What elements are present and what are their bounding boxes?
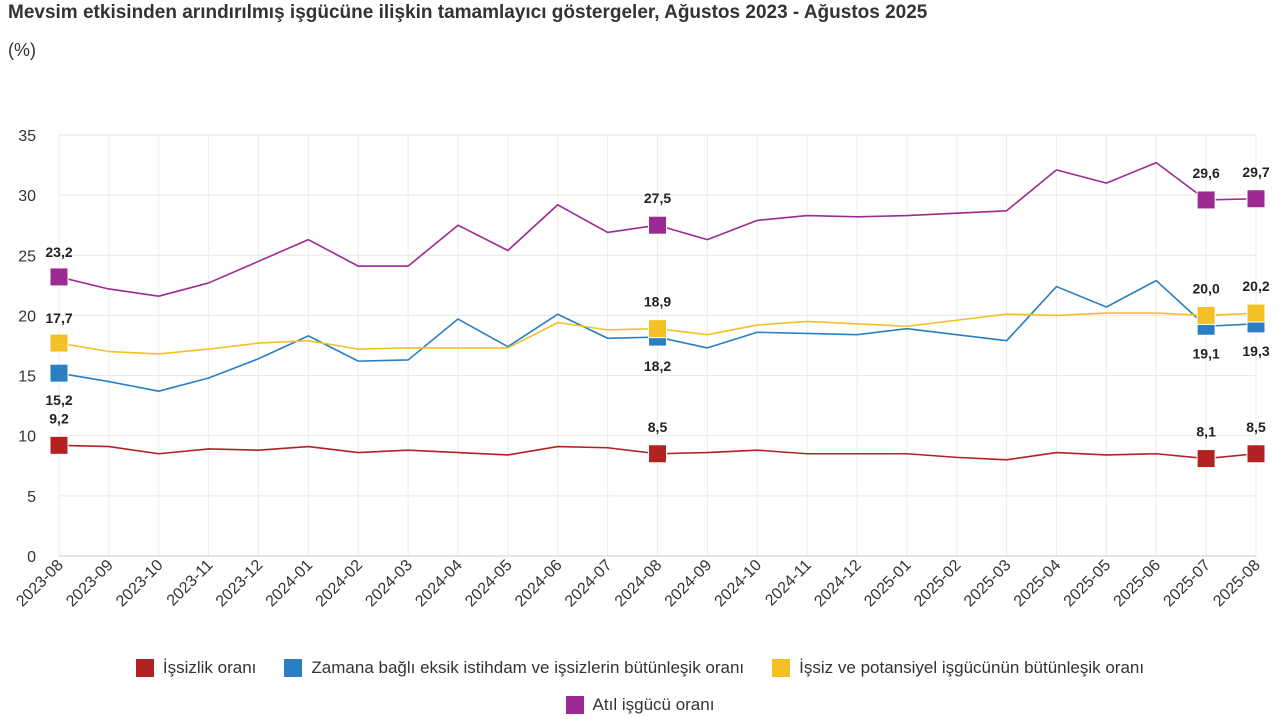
series-marker-2 [1246,303,1266,323]
data-label-0: 9,2 [49,410,69,426]
legend-item-issizlik[interactable]: İşsizlik oranı [135,658,257,678]
x-tick-label: 2023-11 [164,557,217,610]
x-tick-label: 2024-01 [263,557,317,611]
series-marker-2 [49,333,69,353]
data-label-3: 29,6 [1193,165,1220,181]
legend-label: Atıl işgücü oranı [592,695,715,714]
series-marker-3 [49,267,69,287]
y-tick-label: 0 [27,549,36,566]
x-tick-label: 2025-02 [911,557,965,611]
x-tick-label: 2025-08 [1210,557,1264,611]
x-tick-label: 2024-10 [712,557,766,611]
x-tick-label: 2024-04 [412,557,466,611]
x-tick-label: 2025-05 [1061,557,1115,611]
x-tick-label: 2025-06 [1111,557,1165,611]
series-marker-0 [648,444,667,464]
data-label-2: 20,2 [1242,278,1269,294]
x-tick-label: 2023-09 [63,557,117,611]
series-markers [49,189,1266,469]
x-tick-label: 2025-03 [961,557,1015,611]
chart-title: Mevsim etkisinden arındırılmış işgücüne … [8,2,928,23]
x-tick-label: 2024-08 [612,557,666,611]
x-tick-label: 2025-04 [1011,557,1065,611]
grid-lines [58,134,1257,557]
legend-item-zamana-bagli[interactable]: Zamana bağlı eksik istihdam ve işsizleri… [284,658,744,678]
legend-swatch [772,659,791,677]
data-label-3: 29,7 [1242,164,1269,180]
x-tick-label: 2023-08 [13,557,67,611]
y-tick-label: 35 [18,128,36,145]
y-tick-label: 5 [27,489,36,506]
x-tick-label: 2024-03 [362,557,416,611]
x-tick-label: 2023-10 [113,557,167,611]
data-label-1: 19,3 [1242,343,1269,359]
x-tick-label: 2025-07 [1160,557,1214,611]
data-label-0: 8,5 [1246,419,1266,435]
series-marker-0 [1246,444,1266,464]
series-marker-3 [1246,189,1266,209]
legend-label: İşsizlik oranı [162,658,257,677]
y-tick-label: 30 [18,188,36,205]
legend-label: Zamana bağlı eksik istihdam ve işsizleri… [311,658,745,677]
data-labels: 9,2 8,5 8,1 8,5 15,2 18,2 19,1 19,3 17,7 18,9 20,0… [45,164,1269,440]
data-label-2: 18,9 [644,294,671,310]
x-tick-label: 2025-01 [861,557,915,611]
legend-swatch [135,659,154,677]
series-marker-3 [1196,190,1216,210]
chart-unit: (%) [8,40,36,60]
x-tick-label: 2023-12 [213,557,267,611]
legend-swatch [284,659,303,677]
data-label-0: 8,5 [648,419,668,435]
series-marker-2 [648,319,667,339]
data-label-0: 8,1 [1196,424,1216,440]
x-axis-ticks: 2023-082023-092023-102023-112023-122024-… [13,557,1264,611]
data-label-3: 23,2 [45,244,72,260]
data-label-2: 17,7 [45,310,72,326]
x-tick-label: 2024-06 [512,557,566,611]
legend-item-issiz-potansiyel[interactable]: İşsiz ve potansiyel işgücünün bütünleşik… [772,658,1144,678]
x-tick-label: 2024-12 [811,557,865,611]
data-label-1: 19,1 [1193,345,1220,361]
x-tick-label: 2024-02 [313,557,367,611]
data-label-2: 20,0 [1193,280,1220,296]
x-tick-label: 2024-07 [562,557,616,611]
y-axis-ticks: 0 5 10 15 20 25 30 35 [18,128,36,566]
x-tick-label: 2024-11 [762,557,815,610]
legend-item-atil-isgucu[interactable]: Atıl işgücü oranı [565,695,715,715]
data-label-1: 18,2 [644,358,671,374]
y-tick-label: 25 [18,248,36,265]
series-marker-3 [648,215,667,235]
data-label-3: 27,5 [644,190,671,206]
legend-label: İşsiz ve potansiyel işgücünün bütünleşik… [799,658,1145,677]
series-marker-2 [1196,305,1216,325]
series-marker-0 [1196,449,1216,469]
x-tick-label: 2024-05 [462,557,516,611]
series-marker-1 [49,363,69,383]
legend-swatch [565,696,584,714]
data-label-1: 15,2 [45,392,72,408]
series-marker-0 [49,435,69,455]
y-tick-label: 10 [18,429,36,446]
y-tick-label: 15 [18,369,36,386]
x-tick-label: 2024-09 [662,557,716,611]
y-tick-label: 20 [18,308,36,325]
